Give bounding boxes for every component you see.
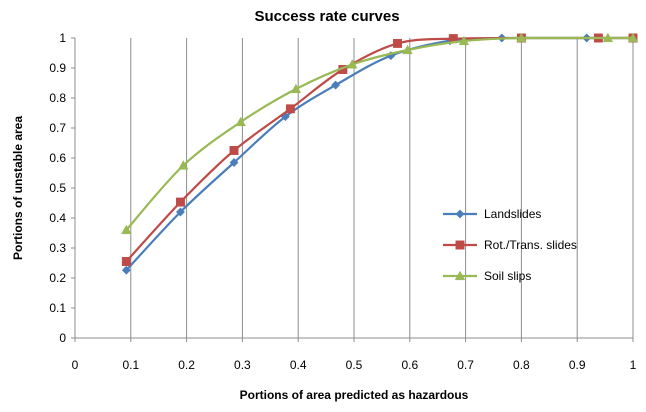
y-tick-label: 0.2 [49,271,66,285]
legend-label: Rot./Trans. slides [484,238,577,252]
series-line [125,36,633,231]
legend: Landslides Rot./Trans. slides Soil slips [443,207,577,283]
data-point [121,265,131,275]
data-point [602,32,614,43]
data-point [458,35,470,46]
legend-item: Soil slips [443,269,531,283]
x-tick-label: 0.3 [234,358,251,372]
y-tick-label: 0.9 [49,61,66,75]
legend-item: Rot./Trans. slides [443,238,577,252]
x-tick-label: 0 [72,358,79,372]
data-point [402,44,413,55]
data-point [285,104,295,114]
y-tick-label: 1 [59,31,66,45]
data-point [290,83,302,94]
y-tick-label: 0.6 [49,151,66,165]
data-point [121,257,131,266]
x-tick-label: 0.2 [178,358,195,372]
legend-label: Landslides [484,207,541,221]
data-point [516,32,527,43]
data-point [235,116,246,127]
x-axis-title: Portions of area predicted as hazardous [240,388,469,402]
data-point [229,146,239,155]
x-tick-label: 0.8 [513,358,530,372]
data-point [347,59,358,69]
y-tick-label: 0.5 [49,181,66,195]
data-point [178,160,189,170]
data-point [229,157,239,168]
data-point [121,224,132,235]
data-point [176,197,185,207]
y-axis-title: Portions of unstable area [11,116,25,260]
legend-marker [455,240,465,250]
y-tick-label: 0.3 [49,241,66,255]
legend-marker [455,209,465,219]
series-group [121,32,639,275]
y-tick-label: 0.8 [49,91,66,105]
x-tick-label: 0.5 [346,358,363,372]
x-tick-label: 0.4 [290,358,307,372]
x-tick-label: 0.9 [569,358,586,372]
series-3 [121,32,639,235]
series-2 [121,33,638,266]
axes [71,37,634,342]
tick-labels: 0 0.1 0.2 0.3 0.4 0.5 0.6 0.7 0.8 0.9 1 0 0.1 0.2 0.3 0… [49,31,636,372]
x-tick-label: 0.6 [401,358,418,372]
y-tick-label: 0.7 [49,121,66,135]
data-point [393,38,402,48]
x-tick-label: 1 [630,358,637,372]
legend-item: Landslides [443,207,541,221]
series-line [125,36,633,271]
x-tick-label: 0.7 [457,358,474,372]
data-point [331,80,341,90]
data-point [627,32,639,43]
legend-marker [454,270,466,281]
y-tick-label: 0 [59,331,66,345]
y-tick-label: 0.4 [49,211,66,225]
chart-title: Success rate curves [254,8,399,25]
legend-label: Soil slips [484,269,531,283]
data-point [175,207,186,217]
x-tick-label: 0.1 [122,358,139,372]
y-tick-label: 0.1 [49,301,66,315]
